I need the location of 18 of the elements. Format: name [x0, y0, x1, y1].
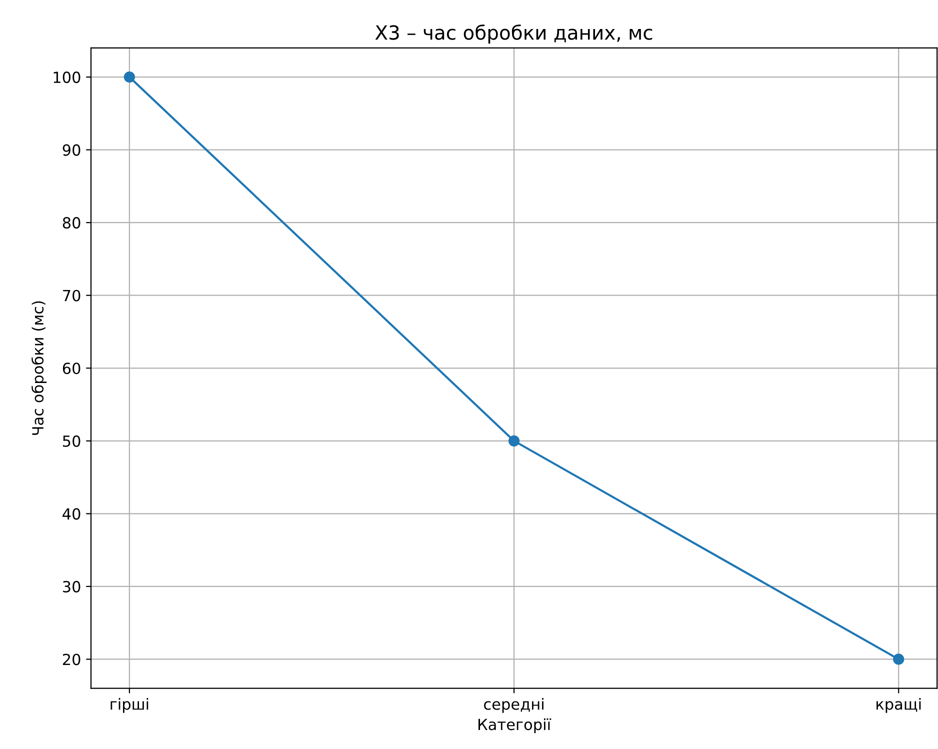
- point: [893, 654, 904, 665]
- x-tick-label: середні: [484, 698, 544, 713]
- y-tick-label: 20: [62, 654, 80, 666]
- x-tick-label: кращі: [876, 698, 921, 713]
- point: [508, 435, 520, 446]
- y-tick-label: 80: [62, 217, 80, 229]
- x-axis-title: Категорії: [478, 718, 552, 734]
- x-tick-label: гірші: [110, 698, 148, 713]
- y-tick-label: 90: [62, 144, 80, 156]
- y-tick-label: 100: [54, 72, 80, 84]
- y-axis-title: Час обробки (мс): [32, 301, 47, 435]
- y-tick-label: 30: [62, 580, 80, 592]
- point: [124, 71, 135, 83]
- y-tick-label: 60: [62, 362, 80, 374]
- y-tick-label: 70: [63, 290, 80, 302]
- chart-title: X3 – час обробки даних, мс: [375, 24, 652, 44]
- y-tick-label: 50: [63, 435, 80, 447]
- y-tick-label: 40: [62, 508, 80, 520]
